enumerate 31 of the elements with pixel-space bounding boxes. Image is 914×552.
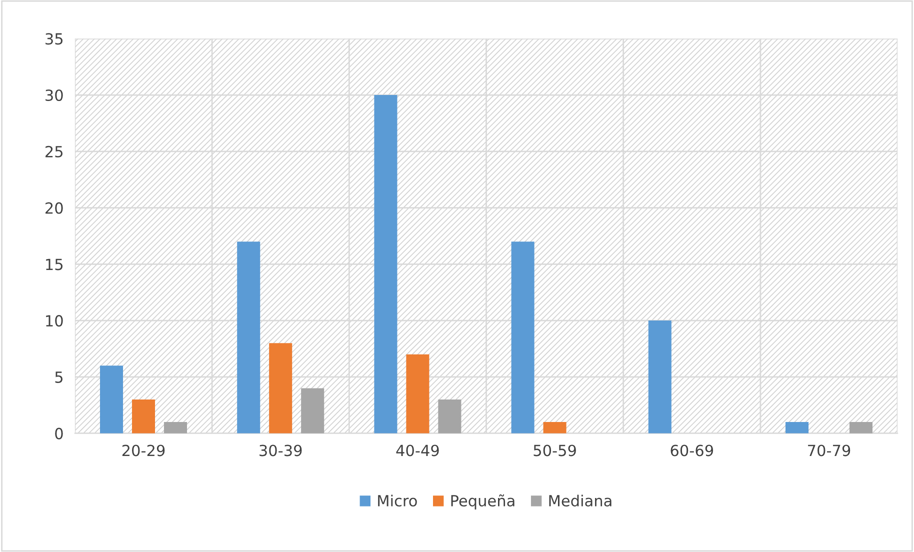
bar <box>100 366 124 434</box>
bar <box>301 388 324 434</box>
bar <box>543 422 566 434</box>
legend-label: Micro <box>378 494 417 507</box>
x-tick-label: 50-59 <box>534 444 576 456</box>
bar <box>374 95 398 434</box>
y-tick-label: 15 <box>46 258 62 270</box>
y-tick-label: 5 <box>55 372 62 383</box>
legend-label: Mediana <box>549 494 612 507</box>
y-tick-label: 10 <box>46 315 63 327</box>
bar <box>785 422 809 434</box>
bar <box>849 422 873 434</box>
x-tick-label: 30-39 <box>260 444 302 456</box>
bar <box>132 399 156 434</box>
x-tick-label: 60-69 <box>670 444 714 456</box>
x-tick-label: 70-79 <box>808 444 850 456</box>
bar <box>648 320 672 434</box>
bar <box>269 343 292 434</box>
y-tick-label: 35 <box>46 33 62 45</box>
x-tick-label: 20-29 <box>122 444 165 456</box>
y-tick-label: 0 <box>55 428 63 440</box>
x-tick-label: 40-49 <box>396 444 439 456</box>
legend-label: Pequeña <box>451 494 514 510</box>
bar <box>164 422 188 434</box>
y-tick-label: 30 <box>46 89 63 102</box>
bar <box>406 354 430 434</box>
bar <box>237 242 260 434</box>
y-tick-label: 20 <box>46 202 63 214</box>
y-tick-label: 25 <box>46 146 62 158</box>
bar <box>438 399 462 434</box>
bar <box>511 242 534 434</box>
